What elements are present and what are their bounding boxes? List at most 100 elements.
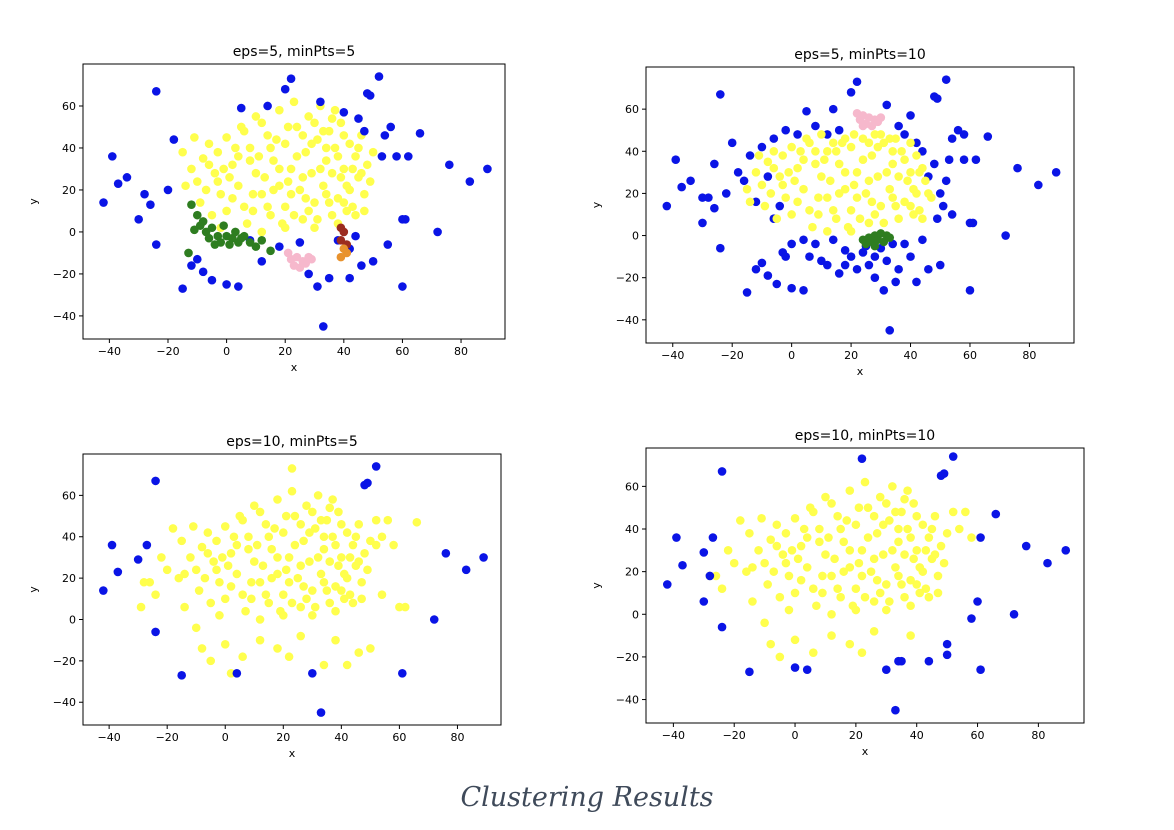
x-tick-label: 20 [276, 731, 290, 744]
data-point [270, 524, 279, 533]
data-point [321, 156, 331, 165]
data-point [180, 602, 189, 612]
scatter-plot-4: eps=10, minPts=10 −40 −20 0 20 40 60 80 −40 −20 0 2… [565, 420, 1085, 765]
data-point [831, 214, 841, 223]
data-point [790, 588, 800, 598]
data-point [207, 223, 217, 233]
data-point [900, 130, 909, 139]
data-point [686, 176, 695, 186]
data-point [784, 168, 793, 177]
plot-title: eps=10, minPts=10 [795, 428, 935, 444]
series-0 [662, 75, 1061, 335]
data-point [255, 615, 265, 624]
data-point [305, 557, 314, 566]
data-point [869, 597, 879, 606]
figure-caption: Clustering Results [460, 782, 714, 813]
data-point [308, 586, 317, 595]
data-point [857, 546, 867, 555]
data-point [894, 214, 903, 223]
data-point [857, 454, 867, 463]
data-point [313, 491, 323, 500]
data-point [704, 193, 713, 202]
data-point [821, 550, 830, 559]
data-point [192, 177, 202, 186]
data-point [296, 602, 306, 612]
data-point [881, 605, 891, 615]
data-point [935, 260, 945, 270]
data-point [267, 573, 276, 583]
data-point [793, 554, 803, 564]
data-point [942, 639, 952, 649]
data-point [921, 546, 931, 555]
data-point [327, 210, 337, 220]
data-point [790, 663, 800, 672]
y-tick-label: −40 [616, 694, 639, 707]
data-point [778, 180, 788, 190]
data-point [748, 563, 757, 572]
data-point [324, 273, 334, 283]
data-point [823, 193, 832, 202]
data-point [772, 520, 782, 530]
data-point [870, 273, 880, 282]
data-point [918, 214, 927, 223]
data-point [662, 580, 672, 589]
data-point [840, 184, 850, 194]
data-point [296, 561, 306, 571]
data-point [304, 112, 313, 121]
data-point [99, 198, 108, 207]
data-point [247, 594, 256, 604]
data-point [383, 515, 393, 525]
data-point [924, 656, 934, 666]
x-tick-label: −20 [156, 345, 179, 358]
data-point [772, 279, 782, 289]
data-point [345, 185, 354, 195]
data-point [296, 520, 306, 529]
data-point [742, 567, 751, 576]
data-point [380, 131, 390, 140]
data-point [846, 205, 856, 215]
data-point [808, 507, 818, 517]
data-point [711, 571, 721, 581]
data-point [733, 168, 743, 177]
y-tick-label: 20 [625, 187, 639, 200]
x-tick-label: 60 [971, 729, 985, 742]
data-point [325, 598, 335, 608]
data-point [772, 541, 782, 551]
data-point [319, 126, 328, 136]
data-point [313, 215, 322, 224]
data-point [184, 248, 193, 258]
data-point [292, 152, 302, 161]
data-point [858, 155, 868, 165]
data-point [401, 215, 410, 224]
data-point [365, 91, 375, 100]
data-point [879, 138, 889, 148]
data-point [861, 189, 871, 198]
data-point [327, 168, 337, 178]
data-point [924, 533, 934, 542]
data-point [827, 571, 836, 581]
data-point [292, 122, 302, 132]
data-point [909, 499, 918, 508]
data-point [207, 210, 217, 220]
data-point [811, 239, 820, 249]
data-point [870, 130, 880, 139]
data-point [885, 134, 895, 143]
data-point [213, 177, 223, 186]
y-tick-label: −20 [53, 655, 76, 668]
plot-frame [645, 447, 1085, 724]
data-point [796, 541, 806, 551]
data-point [299, 582, 308, 591]
data-point [249, 557, 259, 566]
data-point [181, 181, 190, 191]
data-point [888, 546, 897, 555]
data-point [881, 580, 891, 589]
data-point [903, 524, 912, 534]
y-tick-label: −20 [616, 651, 639, 664]
data-point [295, 185, 305, 195]
data-point [275, 164, 284, 174]
y-axis-label: y [27, 198, 40, 205]
data-point [398, 668, 407, 678]
data-point [248, 206, 258, 216]
data-point [251, 242, 261, 251]
x-tick-label: −40 [661, 349, 684, 362]
